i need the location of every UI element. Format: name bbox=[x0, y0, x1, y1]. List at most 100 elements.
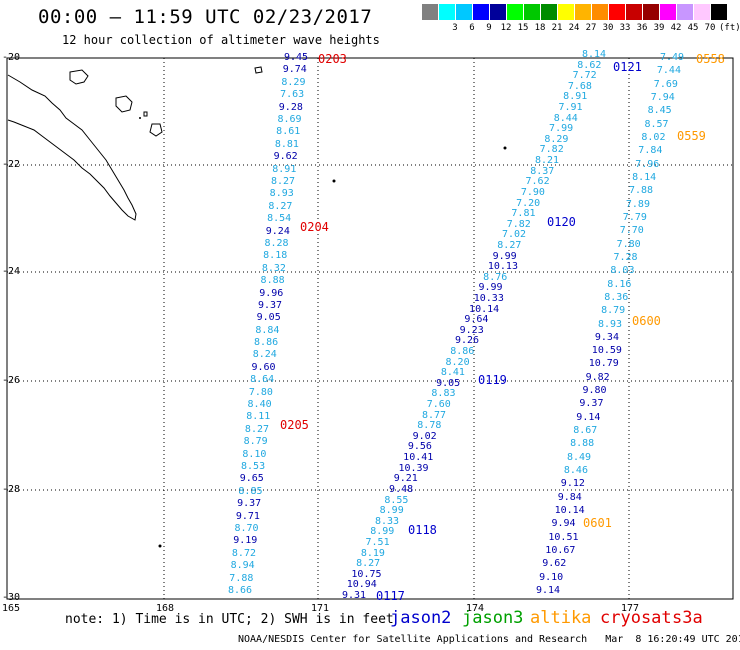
track-b-value: 7.68 bbox=[567, 80, 592, 92]
track-c-value: 7.88 bbox=[629, 185, 654, 197]
track-a-value: 8.18 bbox=[263, 250, 288, 262]
scale-label: 33 bbox=[619, 23, 631, 33]
scale-label: 18 bbox=[534, 23, 546, 33]
scale-label: 21 bbox=[551, 23, 563, 33]
lat-label: -20 bbox=[2, 52, 21, 63]
track-label-0600: 0600 bbox=[632, 314, 661, 328]
scale-label: (ft) bbox=[719, 23, 740, 33]
scale-swatch bbox=[660, 4, 676, 20]
islet-coast bbox=[143, 111, 148, 117]
track-a-value: 8.81 bbox=[274, 138, 299, 150]
track-c-value: 8.16 bbox=[607, 278, 632, 290]
track-c-value: 9.12 bbox=[560, 478, 585, 490]
track-c-value: 9.80 bbox=[582, 385, 607, 397]
track-c-value: 7.84 bbox=[638, 145, 663, 157]
track-b-value: 7.60 bbox=[426, 399, 451, 411]
scale-label: 39 bbox=[653, 23, 665, 33]
track-b-value: 8.76 bbox=[483, 271, 508, 283]
scale-swatch bbox=[422, 4, 438, 20]
track-b-value: 9.99 bbox=[478, 282, 503, 294]
track-b-value: 8.41 bbox=[440, 367, 465, 379]
scale-swatch bbox=[456, 4, 472, 20]
scale-label: 45 bbox=[687, 23, 699, 33]
scale-swatch bbox=[439, 4, 455, 20]
track-a-value: 9.05 bbox=[256, 312, 281, 324]
track-b-value: 9.21 bbox=[393, 473, 418, 485]
track-b-value: 10.41 bbox=[403, 452, 434, 464]
track-b-value: 9.56 bbox=[407, 441, 432, 453]
track-a-value: 8.94 bbox=[230, 560, 255, 572]
track-b-value: 8.91 bbox=[563, 91, 588, 103]
track-a-value: 8.54 bbox=[267, 213, 292, 225]
track-a-value: 9.37 bbox=[237, 498, 262, 510]
track-b-value: 8.19 bbox=[360, 547, 385, 559]
track-c-value: 9.14 bbox=[576, 411, 601, 423]
track-c-value: 8.46 bbox=[563, 465, 588, 477]
page-title: 00:00 — 11:59 UTC 02/23/2017 bbox=[38, 6, 373, 28]
track-c-value: 10.14 bbox=[554, 505, 585, 517]
track-c-value: 8.14 bbox=[632, 171, 657, 183]
note-text: note: 1) Time is in UTC; 2) SWH is in fe… bbox=[65, 612, 394, 627]
track-c-value: 9.10 bbox=[539, 571, 564, 583]
scale-swatch bbox=[626, 4, 642, 20]
track-label-0204: 0204 bbox=[300, 220, 329, 234]
scale-swatch bbox=[592, 4, 608, 20]
islets bbox=[139, 117, 507, 548]
satellite-legend-cryosat: cryosat bbox=[600, 608, 672, 628]
track-b-value: 7.02 bbox=[502, 229, 527, 241]
track-c-value: 7.70 bbox=[619, 225, 644, 237]
track-b-value: 8.29 bbox=[544, 133, 569, 145]
track-b-value: 8.99 bbox=[370, 526, 395, 538]
track-c-value: 8.49 bbox=[567, 451, 592, 463]
track-label-0601: 0601 bbox=[583, 516, 612, 530]
track-c-value: 10.79 bbox=[588, 358, 619, 370]
scale-label: 70 bbox=[704, 23, 716, 33]
scale-label: 9 bbox=[486, 23, 492, 33]
track-a-value: 8.11 bbox=[246, 411, 271, 423]
islet bbox=[332, 179, 336, 183]
track-b-value: 7.90 bbox=[520, 186, 545, 198]
track-a-value: 9.19 bbox=[233, 535, 258, 547]
track-b-value: 7.81 bbox=[511, 208, 536, 220]
track-b-value: 7.82 bbox=[539, 144, 564, 156]
track-c-value: 7.49 bbox=[660, 52, 685, 63]
track-a-value: 8.40 bbox=[247, 399, 272, 411]
track-b-value: 7.51 bbox=[365, 536, 390, 548]
track-a-value: 8.69 bbox=[277, 113, 302, 125]
track-b-value: 9.31 bbox=[342, 590, 367, 601]
lat-label: -22 bbox=[2, 159, 21, 170]
track-a-value: 8.29 bbox=[281, 76, 306, 88]
track-c-value: 7.69 bbox=[653, 78, 678, 90]
track-b-value: 8.14 bbox=[582, 49, 607, 60]
satellite-legend-jason3: jason3 bbox=[462, 608, 524, 628]
track-a-value: 8.61 bbox=[276, 126, 301, 138]
track-a-value: 8.53 bbox=[241, 461, 266, 473]
track-label-0558: 0558 bbox=[696, 52, 725, 66]
lat-label: -28 bbox=[2, 484, 21, 495]
track-a-value: 8.72 bbox=[231, 547, 256, 559]
track-a-value: 7.88 bbox=[229, 572, 254, 584]
track-c-value: 7.79 bbox=[622, 211, 647, 223]
track-b-value: 7.20 bbox=[516, 197, 541, 209]
loyalty-island-coast bbox=[69, 69, 89, 85]
track-c-value: 8.88 bbox=[570, 438, 595, 450]
islet bbox=[158, 544, 162, 548]
page-subtitle: 12 hour collection of altimeter wave hei… bbox=[62, 33, 380, 47]
scale-swatch bbox=[541, 4, 557, 20]
track-c-value: 7.96 bbox=[635, 158, 660, 170]
track-b-value: 7.62 bbox=[525, 176, 550, 188]
track-b-value: 8.33 bbox=[374, 515, 400, 527]
track-c-value: 8.57 bbox=[644, 118, 669, 130]
track-a-value: 8.91 bbox=[272, 163, 297, 175]
track-a-value: 7.63 bbox=[280, 89, 305, 101]
track-a-value: 8.27 bbox=[244, 423, 270, 435]
track-b-value: 7.72 bbox=[572, 70, 597, 82]
track-b-value: 10.14 bbox=[469, 303, 500, 315]
track-label-0203: 0203 bbox=[318, 52, 347, 66]
track-c-value: 8.93 bbox=[598, 318, 623, 330]
track-b-value: 8.77 bbox=[422, 409, 447, 421]
scale-label: 27 bbox=[585, 23, 597, 33]
lifou-island-coast bbox=[115, 95, 133, 113]
satellite-legend-jason2: jason2 bbox=[390, 608, 452, 628]
track-a-value: 8.10 bbox=[242, 448, 267, 460]
